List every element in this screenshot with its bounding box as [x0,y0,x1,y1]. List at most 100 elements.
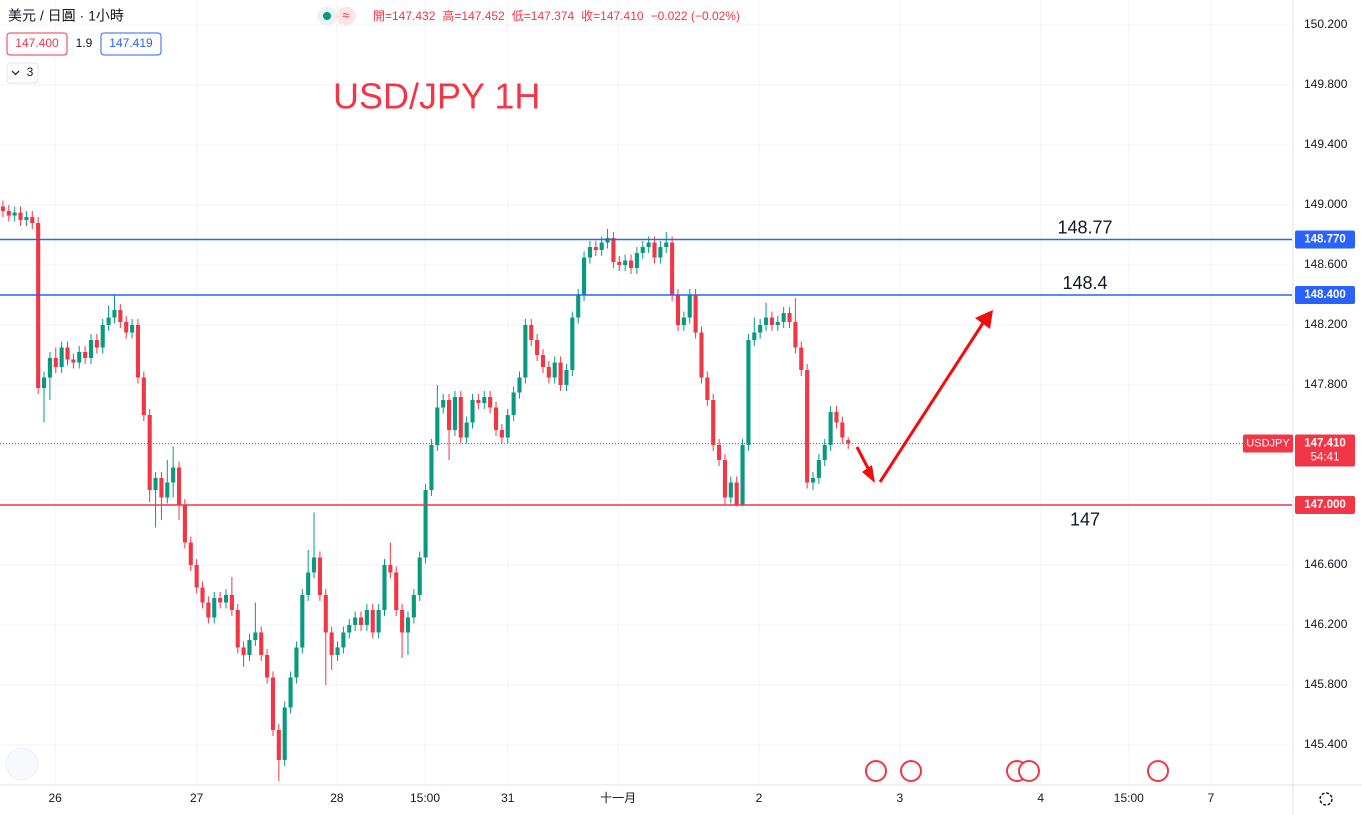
candle-body [752,332,757,341]
candle-body [781,313,786,323]
candle-body [582,257,587,296]
candle-body [341,632,346,648]
sell-box[interactable] [6,32,68,56]
symbol-tag-label: USDJPY [1246,437,1290,449]
last-price-tag [1295,434,1355,467]
candle-body [124,322,129,333]
candle-body [394,572,399,610]
candle-body [306,572,311,595]
candle-body [470,399,475,423]
candle-body [652,242,657,258]
y-tick-label: 149.800 [1304,77,1348,91]
chevron-icon [11,70,20,76]
candle-body [59,347,64,368]
candle-body [370,609,375,633]
level-label: 147 [1070,510,1100,530]
event-flag[interactable] [1018,760,1040,782]
candle-body [282,707,287,760]
x-tick-label: 28 [330,791,344,805]
candle-body [288,677,293,708]
candle-body [36,223,41,389]
ohlc-item: 高=147.452 [442,8,505,23]
event-flags [865,760,1169,782]
candle-body [517,377,522,393]
candle-body [112,310,117,318]
arrow-down-head [862,465,875,483]
candle-body [593,247,598,251]
candle-body [417,557,422,595]
candle-body [529,325,534,341]
x-tick-label: 3 [897,791,904,805]
candle-body [153,477,158,490]
candle-body [188,542,193,565]
candle-body [88,340,94,359]
delay-toggle[interactable] [336,7,356,25]
candle-body [130,325,135,333]
candle-body [241,647,246,655]
level-tag [1295,230,1355,249]
candle-body [535,340,540,356]
candle-body [564,370,569,386]
candle-body [670,242,675,296]
event-flag[interactable] [900,760,922,782]
candle-body [728,482,733,498]
candle-body [300,594,305,648]
candle-body [681,317,686,326]
indicator-toggle[interactable] [6,62,39,84]
candle-body [429,444,434,490]
x-tick-label: 26 [48,791,62,805]
countdown-label: 54:41 [1311,452,1340,464]
y-tick-label: 149.400 [1304,137,1348,151]
ask-price: 147.419 [109,36,153,50]
x-tick-label: 15:00 [410,791,440,805]
candle-body [476,399,481,403]
delay-icon: ≈ [342,7,349,22]
plot [0,200,1292,781]
candle-body [687,295,692,318]
candle-body [18,212,23,221]
candle-body [400,609,405,633]
candle-body [358,617,364,625]
candle-body [458,396,463,438]
candle-body [423,489,428,558]
candle-body [511,392,516,415]
x-tick-label: 7 [1208,791,1215,805]
symbol-tag [1243,434,1293,453]
candle-body [488,396,493,408]
event-flag[interactable] [865,760,887,782]
candle-body [382,564,387,610]
candle-body [194,564,199,588]
candle-body [769,317,774,326]
candle-body [799,347,804,371]
candle-body [223,594,229,603]
candle-body [505,414,510,438]
candle-body [118,310,123,323]
candle-body [141,377,146,415]
spread: 1.9 [76,36,93,50]
buy-box[interactable] [100,32,162,56]
go-to-button[interactable] [5,747,39,781]
candle-body [447,399,452,430]
x-tick-label: 2 [756,791,763,805]
candle-body [83,352,88,359]
symbol-title: 美元 / 日圓 · 1小時 [8,8,124,24]
candle-body [523,325,528,378]
candle-body [229,594,234,610]
level-tag [1295,286,1355,305]
candle-body [576,295,581,318]
candle-body [182,504,187,543]
candle-body [763,317,769,326]
candle-body [276,729,281,760]
settings-gear[interactable] [1319,792,1333,806]
event-flag[interactable] [1147,760,1169,782]
candle-body [693,295,698,333]
candle-body [640,247,645,254]
candle-body [775,322,780,326]
candle-body [805,370,810,483]
y-tick-label: 147.800 [1304,377,1348,391]
candle-body [452,396,457,430]
candle-body [482,396,487,403]
candle-body [106,317,111,326]
candle-body [176,467,182,505]
y-tick-label: 150.200 [1304,17,1348,31]
